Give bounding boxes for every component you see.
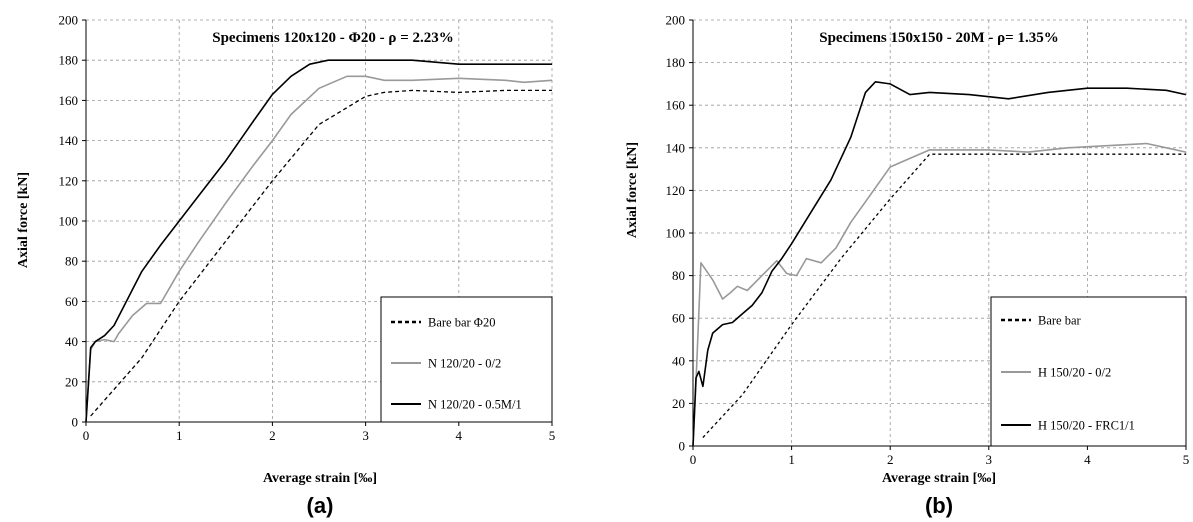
chart-a-ytick-label: 100 xyxy=(59,214,79,229)
chart-b-xtick-label: 0 xyxy=(690,452,697,467)
chart-a-xtick-label: 3 xyxy=(362,428,369,443)
chart-a-series-3-line xyxy=(85,59,552,423)
chart-b-ytick-label: 200 xyxy=(666,13,686,28)
chart-b-ytick-label: 40 xyxy=(672,353,685,368)
chart-a-legend-label-3: N 120/20 - 0.5M/1 xyxy=(428,398,522,412)
chart-b-ytick-label: 140 xyxy=(666,140,686,155)
chart-a-title: Specimens 120x120 - Φ20 - ρ = 2.23% xyxy=(212,30,454,46)
chart-b-legend-label-3: H 150/20 - FRC1/1 xyxy=(1038,419,1135,433)
chart-b-ytick-label: 100 xyxy=(666,226,686,241)
chart-b-ytick-label: 60 xyxy=(672,311,685,326)
chart-a-series-1-line xyxy=(90,89,552,417)
chart-a-xtick-label: 4 xyxy=(456,428,463,443)
chart-a-legend-label-1: Bare bar Φ20 xyxy=(428,316,495,330)
chart-b-xtick-label: 5 xyxy=(1183,452,1190,467)
chart-a-legend-label-2: N 120/20 - 0/2 xyxy=(428,357,501,371)
chart-a-xtick-label: 2 xyxy=(269,428,276,443)
chart-a-ytick-label: 0 xyxy=(72,415,79,430)
chart-a-ytick-label: 140 xyxy=(59,133,79,148)
chart-b-ytick-label: 180 xyxy=(666,55,686,70)
chart-b-ytick-label: 120 xyxy=(666,183,686,198)
chart-a: Specimens 120x120 - Φ20 - ρ = 2.23% Aver… xyxy=(16,13,555,519)
chart-a-ytick-label: 160 xyxy=(59,93,79,108)
chart-a-xtick-label: 5 xyxy=(549,428,556,443)
chart-b-xtick-label: 4 xyxy=(1084,452,1091,467)
chart-b-panel-label: (b) xyxy=(925,493,953,518)
chart-a-xlabel: Average strain [‰] xyxy=(263,471,377,486)
chart-b-legend-label-1: Bare bar xyxy=(1038,314,1082,328)
chart-a-panel-label: (a) xyxy=(307,493,334,518)
chart-b-ytick-label: 160 xyxy=(666,98,686,113)
chart-a-ytick-label: 120 xyxy=(59,173,79,188)
chart-a-ytick-label: 80 xyxy=(65,254,78,269)
chart-a-legend-box xyxy=(380,296,553,423)
chart-b-ylabel: Axial force [kN] xyxy=(625,142,640,238)
chart-a-series-2-line xyxy=(85,75,553,423)
chart-a-xtick-label: 0 xyxy=(83,428,90,443)
chart-a-ytick-label: 40 xyxy=(65,334,78,349)
chart-b-series-3-line xyxy=(692,81,1187,447)
chart-b-series-2-line xyxy=(692,142,1187,447)
chart-b-xtick-label: 3 xyxy=(986,452,993,467)
chart-b-xtick-label: 2 xyxy=(887,452,894,467)
chart-b-ytick-label: 20 xyxy=(672,396,685,411)
chart-b-ytick-label: 0 xyxy=(679,439,686,454)
chart-a-ytick-label: 180 xyxy=(59,53,79,68)
chart-a-xtick-label: 1 xyxy=(176,428,183,443)
chart-b-title: Specimens 150x150 - 20M - ρ= 1.35% xyxy=(819,30,1058,46)
chart-a-ytick-label: 20 xyxy=(65,374,78,389)
chart-b: Specimens 150x150 - 20M - ρ= 1.35% Avera… xyxy=(625,13,1189,519)
chart-b-xlabel: Average strain [‰] xyxy=(882,471,996,486)
chart-b-legend-label-2: H 150/20 - 0/2 xyxy=(1038,366,1111,380)
chart-b-series-1-line xyxy=(702,153,1186,438)
chart-b-xtick-label: 1 xyxy=(788,452,795,467)
chart-a-ytick-label: 60 xyxy=(65,294,78,309)
chart-a-ytick-label: 200 xyxy=(59,13,79,28)
chart-b-ytick-label: 80 xyxy=(672,268,685,283)
chart-a-ylabel: Axial force [kN] xyxy=(16,172,31,268)
